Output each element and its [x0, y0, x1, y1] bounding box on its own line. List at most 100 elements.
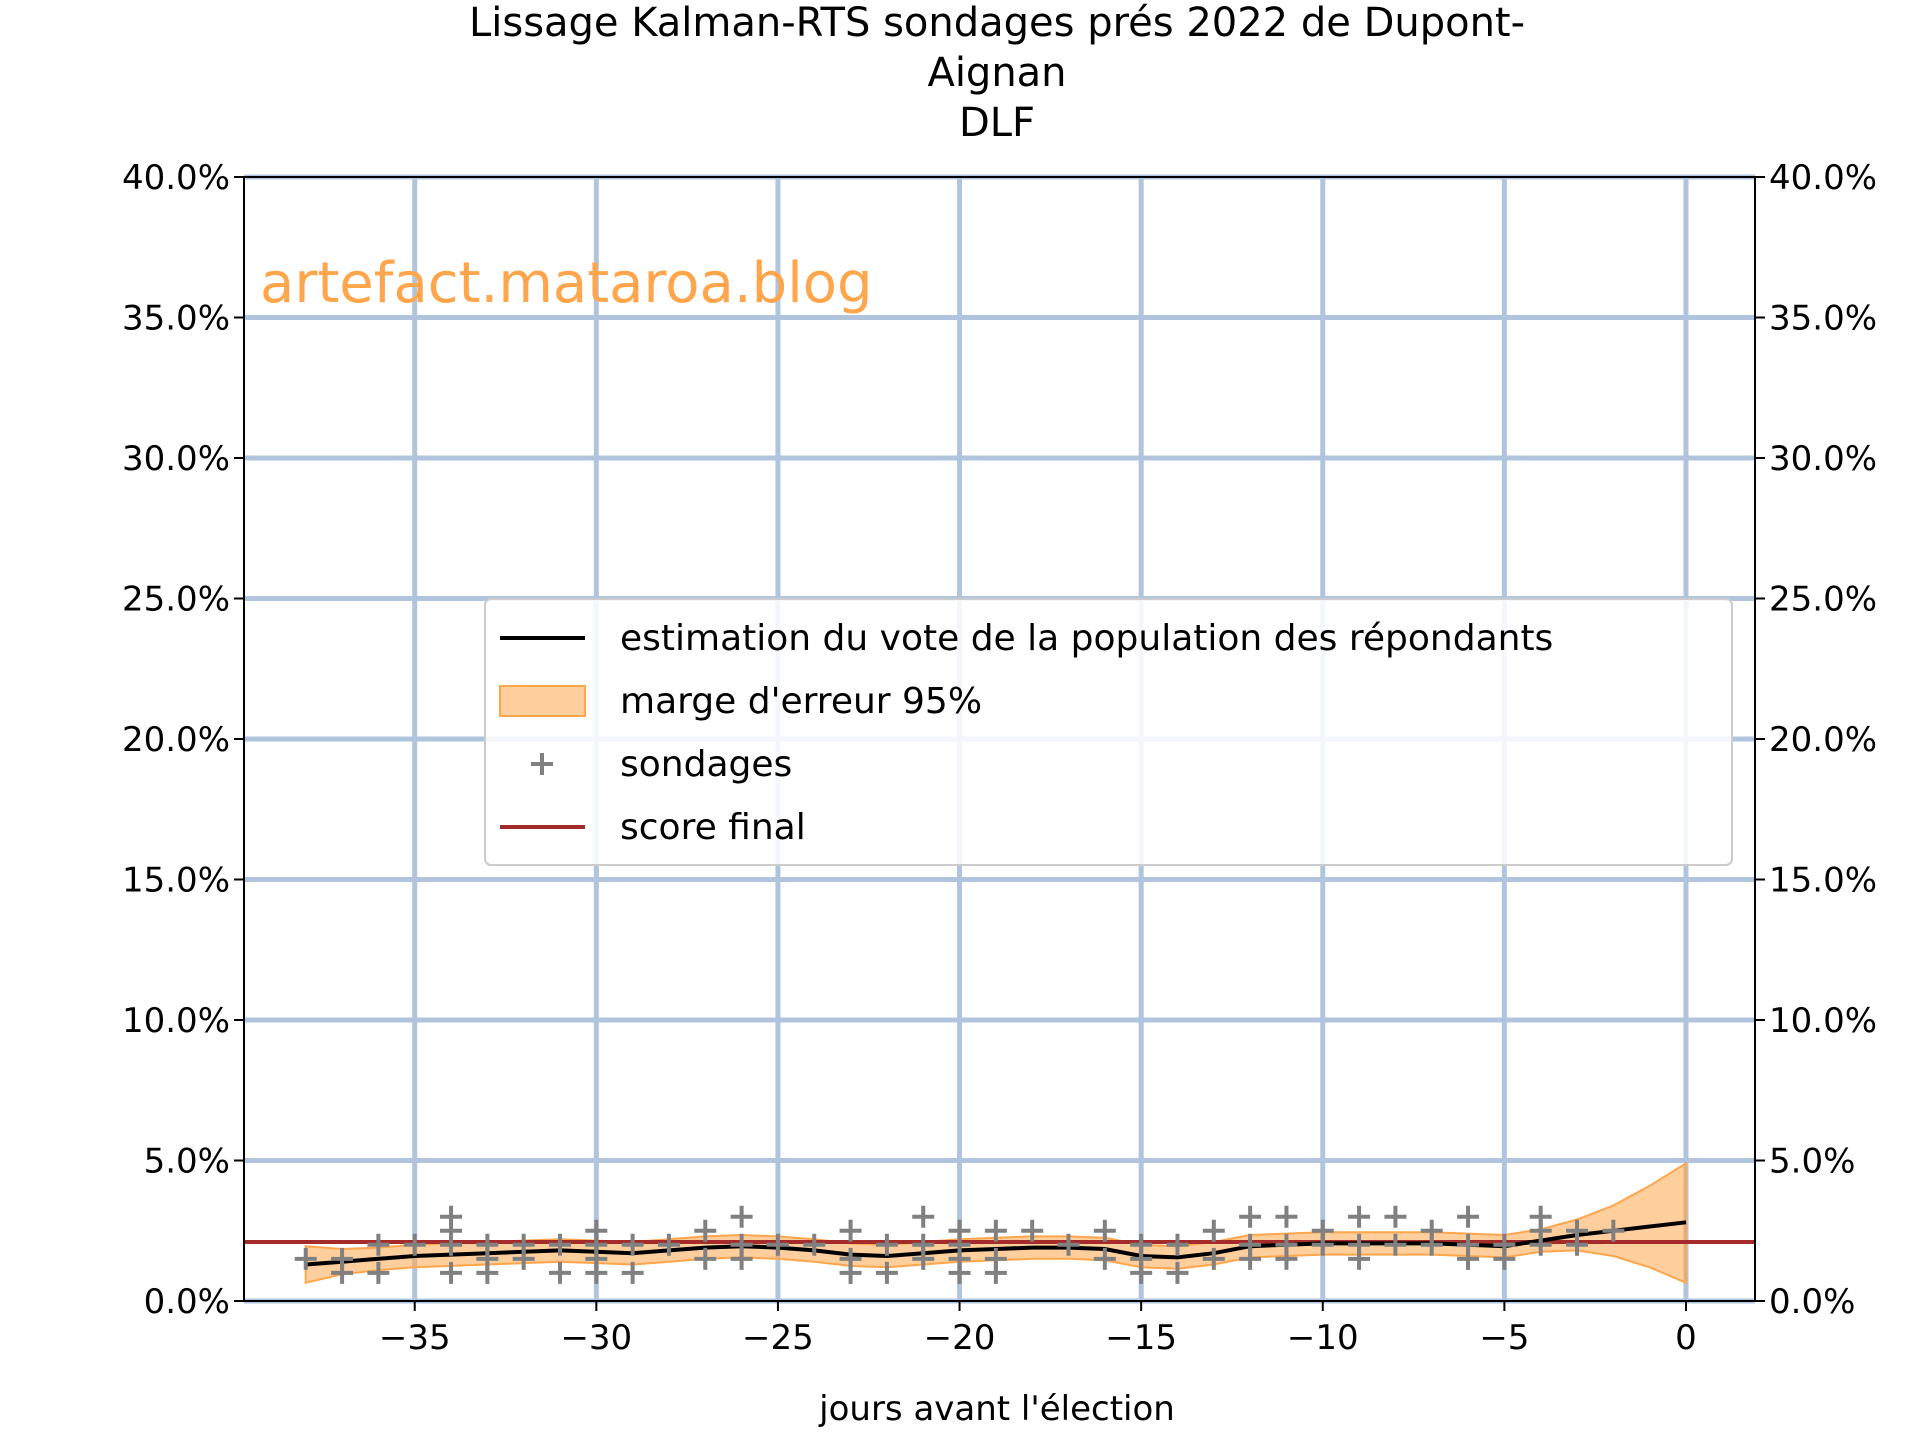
poll-marker: [1420, 1233, 1443, 1256]
poll-marker: [948, 1261, 971, 1284]
poll-marker: [1275, 1247, 1298, 1270]
y-tick-label-left: 0.0%: [144, 1282, 230, 1322]
poll-marker: [1566, 1233, 1589, 1256]
poll-marker: [294, 1247, 317, 1270]
poll-marker: [1348, 1247, 1371, 1270]
poll-marker: [1602, 1219, 1625, 1242]
poll-marker: [839, 1261, 862, 1284]
poll-marker: [1239, 1205, 1262, 1228]
y-tick-label-left: 10.0%: [122, 1001, 230, 1041]
legend-entry-label: estimation du vote de la population des …: [620, 618, 1553, 659]
poll-marker: [440, 1261, 463, 1284]
chart-title: Lissage Kalman-RTS sondages prés 2022 de…: [469, 0, 1525, 146]
poll-marker: [549, 1261, 572, 1284]
x-axis-ticks: −35 −30 −25 −20 −15 −10 −5 0: [379, 1301, 1697, 1358]
y-tick-label-right: 35.0%: [1769, 299, 1877, 339]
y-tick-label-left: 20.0%: [122, 720, 230, 760]
poll-marker: [440, 1233, 463, 1256]
poll-marker: [1130, 1261, 1153, 1284]
x-tick-label: −25: [742, 1318, 814, 1358]
x-tick-label: 0: [1675, 1318, 1697, 1358]
y-tick-label-left: 40.0%: [122, 158, 230, 198]
poll-marker: [1239, 1247, 1262, 1270]
poll-marker: [1057, 1233, 1080, 1256]
poll-marker: [367, 1261, 390, 1284]
legend-polls-swatch: [531, 753, 553, 775]
poll-marker: [1166, 1233, 1189, 1256]
y-tick-label-right: 15.0%: [1769, 861, 1877, 901]
poll-marker: [1093, 1247, 1116, 1270]
x-tick-label: −5: [1479, 1318, 1529, 1358]
poll-marker: [1457, 1205, 1480, 1228]
poll-marker: [657, 1233, 680, 1256]
poll-marker: [984, 1261, 1007, 1284]
poll-marker: [694, 1247, 717, 1270]
poll-marker: [476, 1261, 499, 1284]
x-axis-label: jours avant l'élection: [818, 1389, 1175, 1429]
x-tick-label: −10: [1287, 1318, 1359, 1358]
poll-marker: [331, 1261, 354, 1284]
x-tick-label: −30: [560, 1318, 632, 1358]
poll-marker: [549, 1233, 572, 1256]
y-tick-label-left: 15.0%: [122, 861, 230, 901]
chart-title-line: Aignan: [927, 50, 1066, 96]
x-tick-label: −15: [1105, 1318, 1177, 1358]
y-tick-label-left: 30.0%: [122, 439, 230, 479]
poll-marker: [766, 1233, 789, 1256]
poll-marker: [839, 1219, 862, 1242]
y-tick-label-left: 25.0%: [122, 580, 230, 620]
legend-box: [484, 598, 1733, 866]
y-tick-label-right: 10.0%: [1769, 1001, 1877, 1041]
poll-marker: [1529, 1233, 1552, 1256]
poll-marker: [1021, 1219, 1044, 1242]
y-tick-label-right: 30.0%: [1769, 439, 1877, 479]
poll-marker: [912, 1205, 935, 1228]
poll-marker: [1348, 1205, 1371, 1228]
poll-marker: [1493, 1247, 1516, 1270]
poll-marker: [1093, 1219, 1116, 1242]
poll-marker: [1202, 1219, 1225, 1242]
poll-marker: [512, 1247, 535, 1270]
poll-marker: [730, 1247, 753, 1270]
legend-entry-label: score final: [620, 807, 806, 848]
y-tick-label-right: 25.0%: [1769, 580, 1877, 620]
watermark-text: artefact.mataroa.blog: [260, 251, 873, 316]
poll-marker: [803, 1233, 826, 1256]
y-tick-label-right: 40.0%: [1769, 158, 1877, 198]
poll-marker: [1275, 1205, 1298, 1228]
poll-marker: [1311, 1233, 1334, 1256]
poll-marker: [875, 1233, 898, 1256]
poll-marker: [1384, 1233, 1407, 1256]
chart-title-line: Lissage Kalman-RTS sondages prés 2022 de…: [469, 0, 1525, 46]
x-tick-label: −20: [924, 1318, 996, 1358]
poll-markers: [294, 1205, 1625, 1284]
y-axis-right-ticks: 0.0% 5.0% 10.0% 15.0% 20.0% 25.0% 30.0% 35.0% 40…: [1755, 158, 1877, 1322]
poll-marker: [1384, 1205, 1407, 1228]
poll-marker: [1202, 1247, 1225, 1270]
poll-marker: [585, 1261, 608, 1284]
legend-band-swatch: [499, 685, 586, 717]
legend: estimation du vote de la population des …: [484, 598, 1733, 866]
y-tick-label-left: 35.0%: [122, 299, 230, 339]
poll-marker: [621, 1261, 644, 1284]
y-axis-left-ticks: 0.0% 5.0% 10.0% 15.0% 20.0% 25.0% 30.0% 35.0% 40…: [122, 158, 244, 1322]
poll-marker: [621, 1233, 644, 1256]
legend-entry-label: marge d'erreur 95%: [620, 681, 982, 722]
y-tick-label-left: 5.0%: [144, 1142, 230, 1182]
poll-marker: [912, 1247, 935, 1270]
poll-marker: [1166, 1261, 1189, 1284]
y-tick-label-right: 20.0%: [1769, 720, 1877, 760]
poll-marker: [367, 1233, 390, 1256]
poll-marker: [1457, 1247, 1480, 1270]
poll-marker: [984, 1219, 1007, 1242]
poll-marker: [875, 1261, 898, 1284]
chart-title-line: DLF: [959, 100, 1035, 146]
poll-marker: [403, 1233, 426, 1256]
x-tick-label: −35: [379, 1318, 451, 1358]
poll-marker: [694, 1219, 717, 1242]
y-tick-label-right: 0.0%: [1769, 1282, 1855, 1322]
poll-marker: [730, 1205, 753, 1228]
legend-entry-label: sondages: [620, 744, 792, 785]
